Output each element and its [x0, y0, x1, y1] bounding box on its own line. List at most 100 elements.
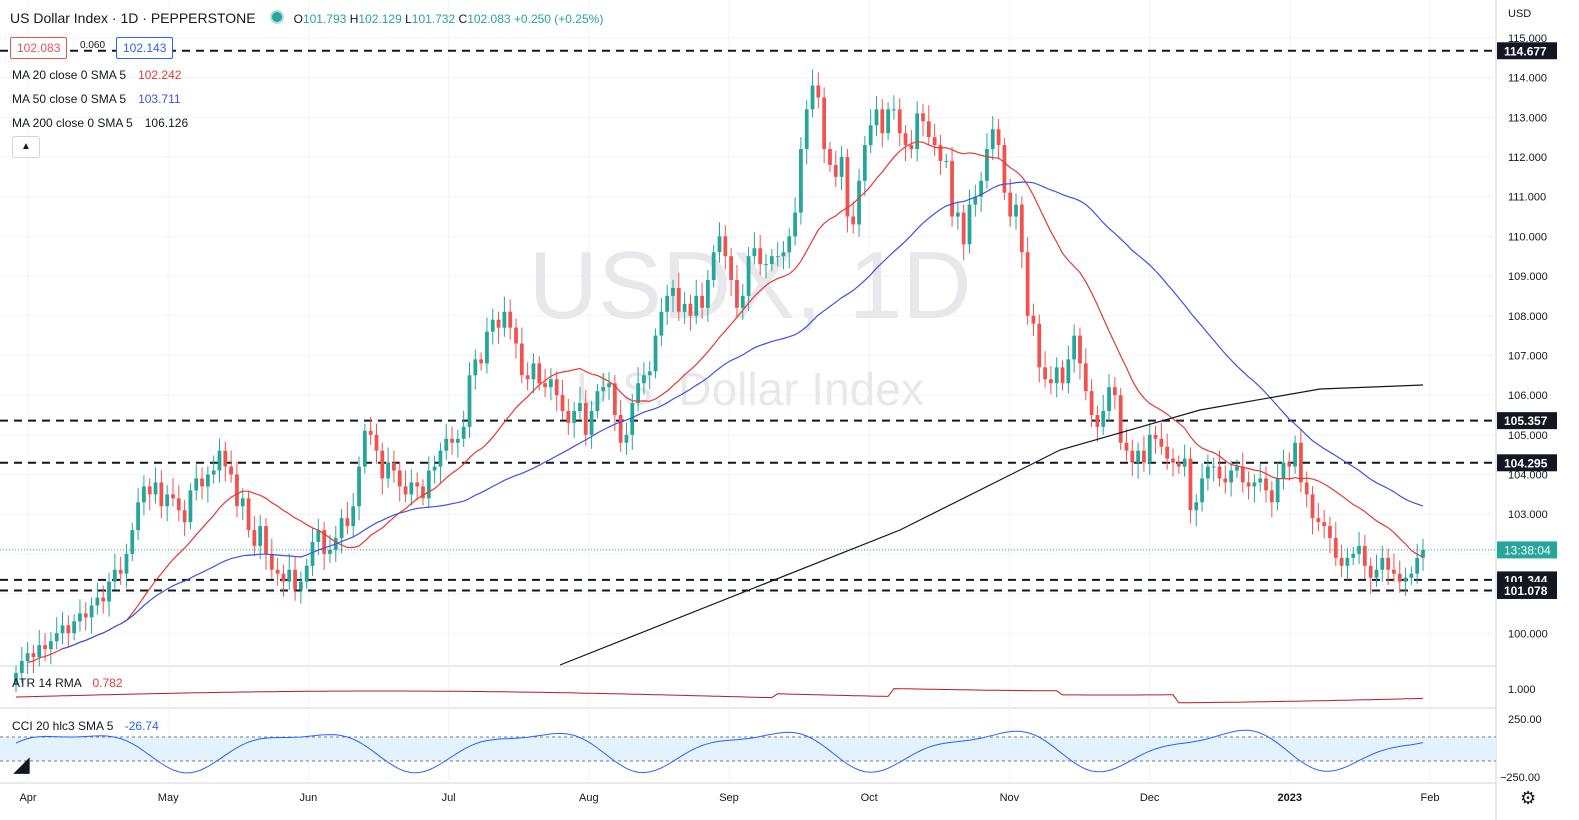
candle-body[interactable]	[665, 295, 670, 312]
candle-body[interactable]	[642, 375, 646, 384]
candle-body[interactable]	[793, 212, 797, 237]
candle-body[interactable]	[101, 597, 106, 602]
buy-price-button[interactable]: 102.143	[116, 37, 174, 59]
candle-body[interactable]	[857, 180, 861, 225]
candle-body[interactable]	[886, 109, 890, 134]
candle-body[interactable]	[851, 216, 856, 225]
candle-body[interactable]	[700, 295, 704, 308]
candle-body[interactable]	[89, 605, 94, 618]
candle-body[interactable]	[1252, 482, 1257, 487]
candle-body[interactable]	[409, 482, 414, 495]
candle-body[interactable]	[804, 109, 809, 150]
cci-line[interactable]	[15, 729, 1424, 774]
candle-body[interactable]	[508, 311, 513, 328]
candle-body[interactable]	[1147, 434, 1152, 463]
candle-body[interactable]	[1194, 502, 1199, 511]
candle-body[interactable]	[1386, 557, 1391, 570]
candle-body[interactable]	[595, 391, 600, 411]
candle-body[interactable]	[787, 236, 792, 253]
candle-body[interactable]	[822, 97, 827, 150]
candle-body[interactable]	[1019, 204, 1024, 253]
candle-body[interactable]	[694, 295, 699, 316]
candle-body[interactable]	[601, 387, 606, 392]
candle-body[interactable]	[479, 359, 484, 364]
candle-body[interactable]	[287, 569, 292, 582]
candle-body[interactable]	[816, 85, 821, 98]
candle-body[interactable]	[1229, 470, 1234, 483]
candle-body[interactable]	[60, 625, 65, 634]
candle-body[interactable]	[1362, 545, 1367, 566]
candle-body[interactable]	[944, 160, 949, 162]
candle-body[interactable]	[1176, 462, 1181, 467]
chevron-up-icon[interactable]: ▲	[12, 136, 40, 158]
candle-body[interactable]	[589, 411, 594, 435]
candle-body[interactable]	[723, 236, 728, 257]
candle-body[interactable]	[688, 303, 693, 316]
candle-body[interactable]	[1037, 323, 1042, 368]
candle-body[interactable]	[932, 137, 937, 146]
candle-body[interactable]	[1171, 458, 1175, 463]
candle-body[interactable]	[72, 621, 77, 634]
candle-body[interactable]	[275, 569, 280, 574]
candle-body[interactable]	[153, 482, 158, 495]
candle-body[interactable]	[269, 553, 274, 570]
ma200-line[interactable]	[559, 384, 1424, 666]
candle-body[interactable]	[764, 264, 768, 266]
candle-body[interactable]	[1392, 569, 1396, 574]
candle-body[interactable]	[880, 109, 885, 134]
candle-body[interactable]	[1380, 557, 1385, 570]
candle-body[interactable]	[775, 256, 780, 258]
candle-body[interactable]	[1165, 446, 1170, 459]
candle-body[interactable]	[438, 450, 443, 467]
candle-body[interactable]	[1339, 557, 1344, 566]
candle-body[interactable]	[955, 212, 960, 217]
candle-body[interactable]	[293, 569, 297, 590]
candle-body[interactable]	[1182, 458, 1187, 467]
candle-body[interactable]	[281, 573, 286, 582]
candle-body[interactable]	[485, 331, 489, 364]
candle-body[interactable]	[566, 411, 571, 423]
candle-body[interactable]	[235, 474, 239, 507]
candle-body[interactable]	[188, 490, 193, 523]
candle-body[interactable]	[1142, 450, 1146, 463]
candle-body[interactable]	[31, 653, 36, 658]
candle-body[interactable]	[1264, 478, 1268, 491]
candle-body[interactable]	[1002, 145, 1007, 193]
candle-body[interactable]	[729, 256, 734, 281]
candle-body[interactable]	[1351, 553, 1356, 558]
candle-body[interactable]	[345, 518, 350, 527]
candle-body[interactable]	[531, 363, 536, 380]
candle-body[interactable]	[252, 530, 257, 546]
candle-body[interactable]	[374, 434, 379, 451]
candle-body[interactable]	[1421, 549, 1425, 558]
candle-body[interactable]	[583, 403, 588, 435]
candle-body[interactable]	[397, 470, 402, 487]
candle-body[interactable]	[1054, 367, 1059, 384]
candle-body[interactable]	[1008, 192, 1013, 217]
candle-body[interactable]	[229, 466, 234, 475]
candle-body[interactable]	[950, 160, 954, 217]
candle-body[interactable]	[1299, 442, 1303, 483]
candle-body[interactable]	[1374, 569, 1379, 578]
candle-body[interactable]	[240, 498, 245, 507]
candle-body[interactable]	[1328, 526, 1332, 538]
candle-body[interactable]	[1403, 577, 1408, 582]
candle-body[interactable]	[1217, 466, 1222, 479]
candle-body[interactable]	[752, 248, 757, 257]
candle-body[interactable]	[1083, 363, 1088, 392]
candle-body[interactable]	[95, 597, 100, 606]
candle-body[interactable]	[310, 541, 315, 566]
symbol-title[interactable]: US Dollar Index · 1D · PEPPERSTONE	[10, 10, 256, 26]
candle-body[interactable]	[380, 450, 385, 479]
candle-body[interactable]	[455, 438, 460, 443]
candle-body[interactable]	[1124, 442, 1129, 451]
candle-body[interactable]	[130, 530, 135, 554]
candle-body[interactable]	[892, 109, 896, 111]
candle-body[interactable]	[14, 672, 18, 685]
candle-body[interactable]	[682, 303, 687, 312]
candle-body[interactable]	[758, 248, 763, 265]
candle-body[interactable]	[624, 434, 629, 443]
candle-body[interactable]	[467, 375, 472, 427]
candle-body[interactable]	[717, 236, 722, 253]
candle-body[interactable]	[810, 85, 815, 110]
